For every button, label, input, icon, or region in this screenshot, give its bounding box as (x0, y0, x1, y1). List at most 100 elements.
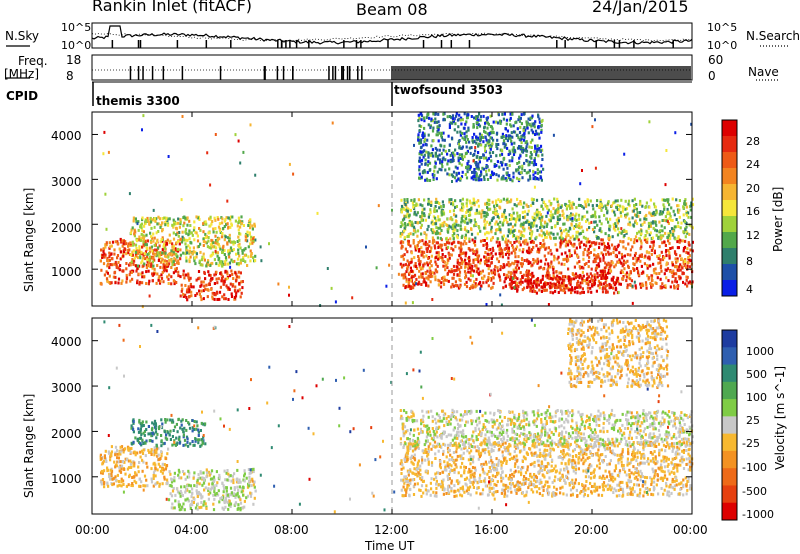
heatmap-cell (224, 256, 228, 259)
heatmap-cell (619, 211, 622, 215)
heatmap-cell (545, 225, 548, 228)
heatmap-cell (504, 240, 507, 244)
heatmap-cell (537, 132, 540, 136)
heatmap-cell (470, 285, 473, 289)
heatmap-cell (455, 173, 458, 177)
heatmap-cell (607, 271, 610, 275)
heatmap-cell (691, 197, 694, 201)
heatmap-cell (489, 147, 492, 151)
heatmap-cell (420, 152, 423, 156)
heatmap-cell (609, 269, 612, 273)
heatmap-cell (531, 130, 534, 134)
heatmap-cell (665, 149, 668, 152)
heatmap-cell (405, 214, 408, 218)
heatmap-cell (172, 260, 175, 264)
heatmap-cell (620, 227, 623, 231)
heatmap-cell (503, 273, 506, 277)
heatmap-cell (512, 268, 515, 272)
heatmap-cell (685, 205, 688, 209)
heatmap-cell (601, 238, 604, 242)
heatmap-cell (117, 456, 120, 460)
heatmap-cell (450, 136, 454, 140)
heatmap-cell (678, 215, 681, 219)
heatmap-cell (438, 218, 441, 222)
heatmap-cell (552, 267, 555, 271)
heatmap-cell (593, 275, 596, 279)
heatmap-cell (420, 275, 423, 279)
heatmap-cell (672, 209, 675, 213)
heatmap-cell (501, 212, 504, 216)
heatmap-cell (144, 484, 147, 488)
heatmap-cell (688, 223, 691, 227)
heatmap-cell (674, 257, 677, 261)
heatmap-cell (521, 234, 524, 237)
heatmap-cell (403, 235, 406, 239)
heatmap-cell (184, 230, 187, 234)
heatmap-cell (159, 225, 162, 229)
heatmap-cell (437, 278, 440, 282)
heatmap-cell (560, 271, 563, 275)
heatmap-cell (122, 252, 125, 256)
heatmap-cell (587, 280, 590, 284)
heatmap-cell (150, 241, 153, 244)
heatmap-cell (458, 146, 461, 150)
heatmap-cell (456, 229, 459, 233)
heatmap-cell (550, 226, 553, 230)
heatmap-cell (522, 273, 525, 277)
heatmap-cell (634, 251, 637, 255)
heatmap-cell (537, 283, 540, 287)
heatmap-cell (417, 257, 421, 261)
heatmap-cell (418, 168, 421, 172)
heatmap-cell (486, 140, 489, 144)
heatmap-cell (460, 217, 463, 221)
heatmap-cell (505, 198, 508, 202)
heatmap-cell (145, 461, 148, 465)
heatmap-cell (508, 149, 511, 153)
heatmap-cell (202, 252, 205, 256)
heatmap-cell (550, 262, 553, 266)
heatmap-cell (444, 264, 447, 268)
heatmap-cell (675, 280, 678, 284)
heatmap-cell (237, 489, 240, 492)
heatmap-cell (407, 243, 410, 246)
heatmap-cell (435, 251, 438, 255)
heatmap-cell (624, 207, 627, 211)
heatmap-cell (507, 270, 510, 274)
heatmap-cell (163, 254, 167, 258)
heatmap-cell (427, 133, 430, 137)
heatmap-cell (543, 220, 547, 224)
heatmap-cell (479, 287, 482, 291)
heatmap-cell (519, 146, 522, 150)
heatmap-cell (645, 229, 648, 233)
heatmap-cell (420, 218, 423, 222)
heatmap-cell (147, 282, 150, 286)
heatmap-cell (565, 240, 568, 244)
heatmap-cell (606, 211, 609, 215)
heatmap-cell (556, 222, 559, 225)
heatmap-cell (206, 151, 209, 155)
heatmap-cell (197, 270, 201, 273)
heatmap-cell (461, 206, 464, 210)
heatmap-cell (195, 292, 199, 296)
heatmap-cell (471, 283, 474, 287)
heatmap-cell (516, 162, 519, 165)
heatmap-cell (533, 149, 536, 153)
heatmap-cell (659, 277, 662, 281)
heatmap-cell (482, 243, 485, 247)
heatmap-cell (474, 178, 478, 182)
heatmap-cell (405, 277, 408, 281)
heatmap-cell (506, 250, 510, 253)
heatmap-cell (153, 272, 156, 276)
heatmap-cell (415, 277, 418, 281)
heatmap-cell (112, 482, 115, 486)
heatmap-cell (645, 217, 648, 221)
heatmap-cell (450, 268, 453, 272)
heatmap-cell (520, 135, 523, 139)
heatmap-cell (573, 249, 576, 253)
heatmap-cell (414, 244, 417, 248)
heatmap-cell (474, 161, 477, 165)
heatmap-cell (195, 231, 198, 235)
heatmap-cell (625, 230, 628, 234)
heatmap-cell (484, 130, 487, 134)
heatmap-cell (498, 241, 501, 245)
